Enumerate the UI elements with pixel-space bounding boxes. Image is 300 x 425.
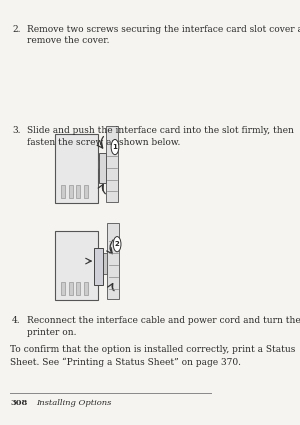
Text: 3.: 3. <box>12 126 21 135</box>
FancyBboxPatch shape <box>55 133 98 203</box>
Text: 2.: 2. <box>12 25 21 34</box>
Bar <box>76 185 80 198</box>
Bar <box>76 282 80 295</box>
Bar <box>98 160 106 168</box>
Bar <box>61 282 65 295</box>
Text: Slide and push the interface card into the slot firmly, then
fasten the screw as: Slide and push the interface card into t… <box>27 126 294 147</box>
Circle shape <box>113 237 121 252</box>
Bar <box>102 252 107 274</box>
Bar <box>84 185 88 198</box>
Text: Remove two screws securing the interface card slot cover and
remove the cover.: Remove two screws securing the interface… <box>27 25 300 45</box>
FancyBboxPatch shape <box>55 231 98 300</box>
Bar <box>69 282 73 295</box>
Text: 4.: 4. <box>12 316 21 325</box>
Bar <box>61 185 65 198</box>
FancyBboxPatch shape <box>99 153 106 183</box>
Text: Installing Options: Installing Options <box>36 399 111 407</box>
Bar <box>69 185 73 198</box>
Text: Reconnect the interface cable and power cord and turn the
printer on.: Reconnect the interface cable and power … <box>27 316 300 337</box>
Bar <box>107 223 119 299</box>
Text: 1: 1 <box>112 144 117 150</box>
Circle shape <box>111 139 119 155</box>
Bar <box>84 282 88 295</box>
Text: 2: 2 <box>115 241 119 247</box>
Bar <box>106 126 118 202</box>
FancyBboxPatch shape <box>94 248 103 285</box>
Text: 308: 308 <box>10 399 27 407</box>
Text: To confirm that the option is installed correctly, print a Status
Sheet. See “Pr: To confirm that the option is installed … <box>10 346 295 367</box>
